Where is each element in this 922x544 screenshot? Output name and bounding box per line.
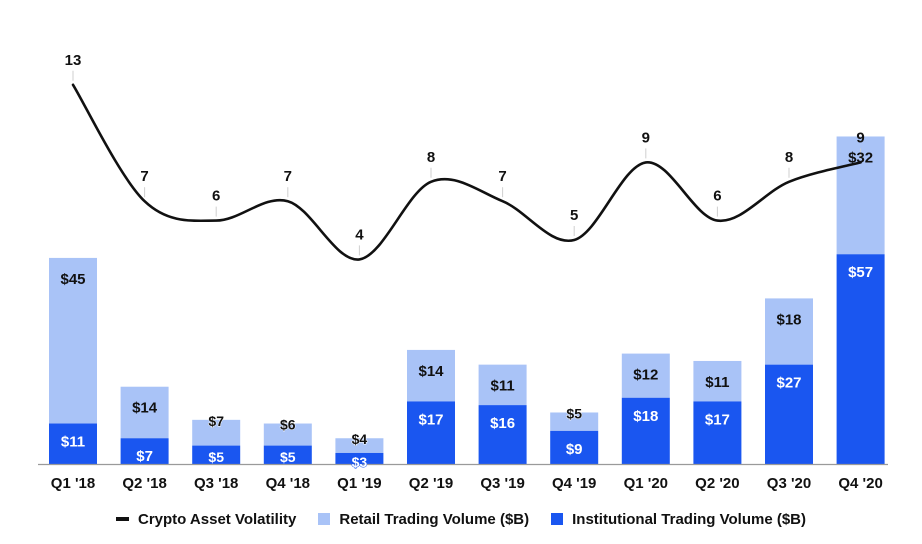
institutional-value-label: $3 bbox=[352, 454, 368, 470]
volatility-line-layer bbox=[71, 70, 862, 261]
legend-label-institutional: Institutional Trading Volume ($B) bbox=[572, 510, 807, 528]
bar-retail bbox=[550, 412, 599, 431]
volatility-value-label: 4 bbox=[355, 226, 364, 243]
bar-retail bbox=[192, 419, 241, 446]
bar-institutional bbox=[765, 364, 813, 464]
bar-institutional bbox=[335, 452, 384, 464]
institutional-value-label: $9 bbox=[566, 441, 583, 458]
bar-retail bbox=[120, 386, 169, 439]
bar-institutional bbox=[550, 430, 599, 464]
volatility-value-label: 13 bbox=[65, 52, 82, 69]
bar-institutional bbox=[478, 405, 527, 464]
bar-institutional bbox=[192, 445, 241, 464]
x-tick-label: Q1 '20 bbox=[624, 475, 668, 492]
legend: Crypto Asset Volatility Retail Trading V… bbox=[0, 504, 922, 534]
retail-value-label: $14 bbox=[418, 363, 444, 380]
institutional-value-label: $17 bbox=[418, 411, 443, 428]
x-tick-label: Q4 '19 bbox=[552, 475, 596, 492]
legend-label-volatility: Crypto Asset Volatility bbox=[137, 510, 297, 528]
volatility-value-label: 8 bbox=[785, 149, 793, 166]
institutional-value-label: $18 bbox=[633, 408, 658, 425]
x-tick-label: Q3 '18 bbox=[194, 475, 238, 492]
institutional-value-label: $11 bbox=[61, 434, 85, 451]
bar-retail bbox=[263, 423, 312, 446]
retail-value-label: $7 bbox=[208, 413, 224, 429]
bar-institutional bbox=[836, 254, 885, 464]
bar-institutional bbox=[263, 445, 312, 464]
volatility-value-label: 9 bbox=[856, 129, 864, 146]
x-tick-label: Q4 '18 bbox=[266, 475, 310, 492]
bar-retail bbox=[335, 438, 384, 453]
bar-retail bbox=[765, 298, 813, 365]
volatility-value-label: 7 bbox=[140, 168, 148, 185]
x-tick-label: Q4 '20 bbox=[838, 475, 882, 492]
bar-institutional bbox=[120, 438, 169, 464]
retail-value-label: $6 bbox=[280, 417, 296, 433]
bar-retail bbox=[621, 353, 670, 398]
bar-institutional bbox=[621, 397, 670, 464]
institutional-value-label: $57 bbox=[848, 264, 873, 281]
x-tick-label: Q2 '20 bbox=[695, 475, 739, 492]
volatility-value-label: 7 bbox=[498, 168, 506, 185]
x-tick-label: Q1 '18 bbox=[51, 475, 95, 492]
x-tick-label: Q2 '18 bbox=[122, 475, 166, 492]
retail-value-label: $12 bbox=[633, 367, 658, 384]
volatility-value-label: 9 bbox=[642, 129, 650, 146]
bar-institutional bbox=[693, 401, 742, 464]
legend-item-retail: Retail Trading Volume ($B) bbox=[318, 511, 529, 528]
volatility-value-label: 6 bbox=[212, 188, 220, 205]
bar-institutional bbox=[49, 423, 97, 464]
legend-item-volatility: Crypto Asset Volatility bbox=[115, 510, 297, 528]
x-tick-label: Q3 '20 bbox=[767, 475, 811, 492]
institutional-value-label: $17 bbox=[705, 411, 730, 428]
legend-retail-swatch bbox=[318, 513, 331, 525]
institutional-value-label: $16 bbox=[490, 415, 515, 432]
volatility-value-label: 8 bbox=[427, 149, 435, 166]
x-tick-label: Q3 '19 bbox=[480, 475, 524, 492]
retail-value-label: $32 bbox=[848, 149, 873, 166]
volatility-value-label: 6 bbox=[713, 188, 721, 205]
retail-value-label: $45 bbox=[60, 271, 85, 288]
volatility-value-label: 7 bbox=[284, 168, 292, 185]
institutional-value-label: $5 bbox=[208, 449, 224, 465]
x-tick-label: Q1 '19 bbox=[337, 475, 381, 492]
volatility-line bbox=[71, 83, 862, 261]
x-tick-label: Q2 '19 bbox=[409, 475, 453, 492]
bars-layer bbox=[49, 136, 885, 464]
bar-retail bbox=[49, 257, 97, 424]
legend-line-swatch bbox=[115, 517, 129, 521]
bar-retail bbox=[478, 364, 527, 406]
volatility-value-label: 5 bbox=[570, 207, 578, 224]
legend-item-institutional: Institutional Trading Volume ($B) bbox=[551, 511, 806, 528]
legend-label-retail: Retail Trading Volume ($B) bbox=[339, 510, 530, 528]
bar-institutional bbox=[407, 401, 455, 464]
bar-retail bbox=[407, 349, 455, 402]
retail-value-label: $11 bbox=[705, 374, 729, 391]
retail-value-label: $4 bbox=[352, 431, 368, 447]
retail-value-label: $18 bbox=[776, 311, 801, 328]
institutional-value-label: $7 bbox=[136, 448, 153, 465]
retail-value-label: $14 bbox=[132, 400, 158, 417]
legend-institutional-swatch bbox=[551, 513, 564, 525]
institutional-value-label: $5 bbox=[280, 449, 296, 465]
institutional-value-label: $27 bbox=[776, 375, 801, 392]
retail-value-label: $11 bbox=[490, 378, 514, 395]
retail-value-label: $5 bbox=[566, 405, 582, 421]
bar-retail bbox=[693, 360, 742, 402]
